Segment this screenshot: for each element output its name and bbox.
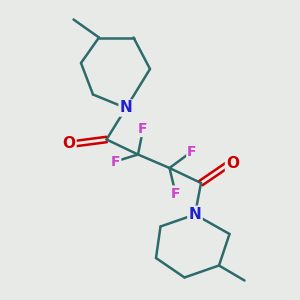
Text: F: F	[187, 145, 197, 158]
Text: O: O	[226, 156, 239, 171]
Text: N: N	[120, 100, 132, 116]
Text: O: O	[62, 136, 76, 152]
Text: F: F	[111, 155, 120, 169]
Text: N: N	[189, 207, 201, 222]
Text: F: F	[138, 122, 147, 136]
Text: N: N	[189, 207, 201, 222]
Text: F: F	[171, 187, 180, 200]
